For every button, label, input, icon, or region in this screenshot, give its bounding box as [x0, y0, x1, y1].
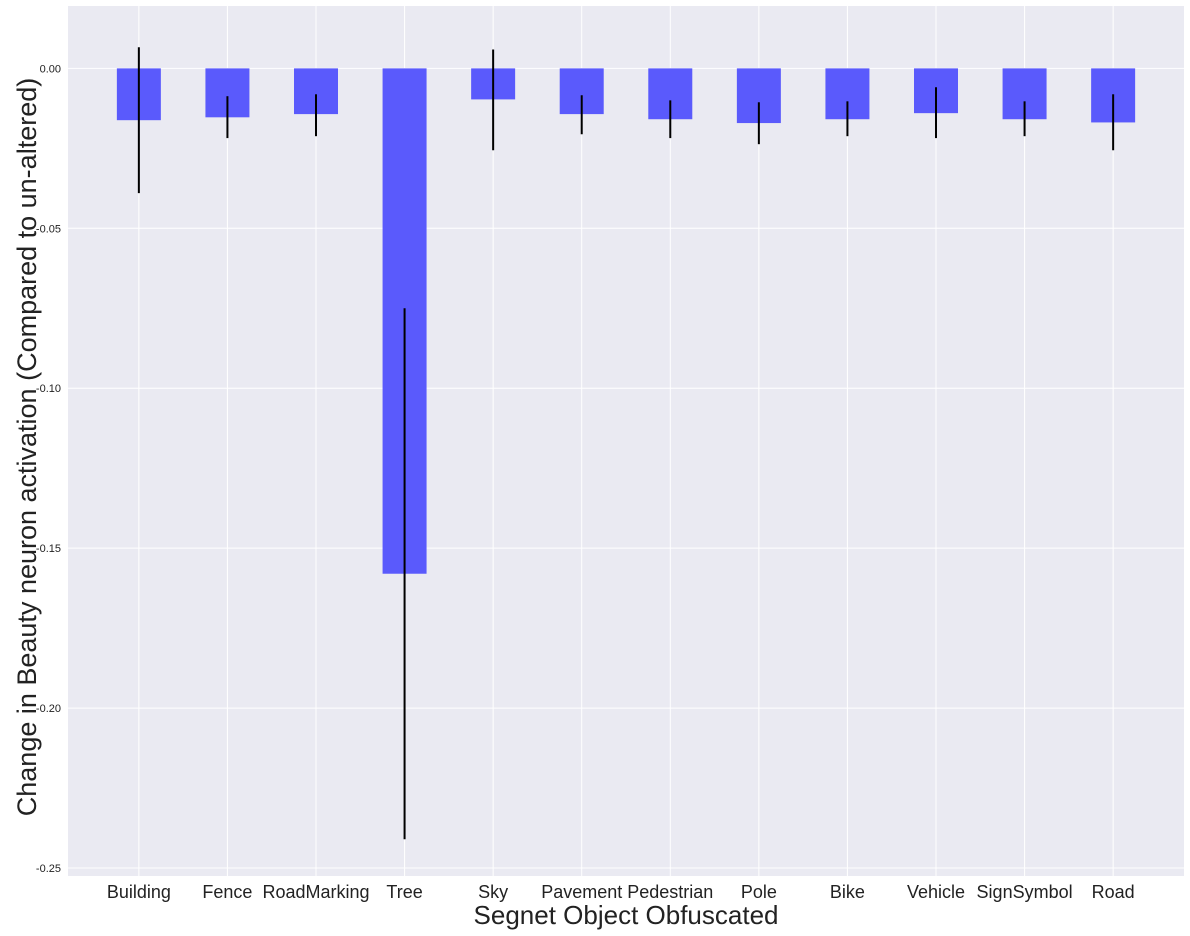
- x-axis-ticks: Building Fence RoadMarking Tree Sky Pavement P…: [107, 882, 1135, 902]
- x-tick-label: Vehicle: [907, 882, 965, 902]
- x-tick-label: Pavement: [541, 882, 622, 902]
- y-tick-label: -0.15: [36, 543, 61, 555]
- y-axis-label: Change in Beauty neuron activation (Comp…: [12, 78, 42, 816]
- x-tick-label: Pedestrian: [627, 882, 713, 902]
- x-tick-label: SignSymbol: [977, 882, 1073, 902]
- plot-background: [68, 6, 1184, 876]
- x-tick-label: Sky: [478, 882, 508, 902]
- x-tick-label: RoadMarking: [262, 882, 369, 902]
- x-tick-label: Bike: [830, 882, 865, 902]
- x-tick-label: Fence: [202, 882, 252, 902]
- x-tick-label: Road: [1092, 882, 1135, 902]
- x-tick-label: Pole: [741, 882, 777, 902]
- x-tick-label: Building: [107, 882, 171, 902]
- error-bars: [137, 47, 1115, 840]
- y-tick-label: -0.10: [36, 383, 61, 395]
- y-tick-label: -0.05: [36, 223, 61, 235]
- y-tick-label: 0.00: [40, 63, 61, 75]
- x-tick-label: Tree: [386, 882, 422, 902]
- y-axis-ticks: 0.00 -0.05 -0.10 -0.15 -0.20 -0.25: [36, 63, 61, 875]
- y-tick-label: -0.20: [36, 703, 61, 715]
- y-tick-label: -0.25: [36, 863, 61, 875]
- x-axis-label: Segnet Object Obfuscated: [474, 900, 779, 930]
- grid-lines: [68, 6, 1184, 876]
